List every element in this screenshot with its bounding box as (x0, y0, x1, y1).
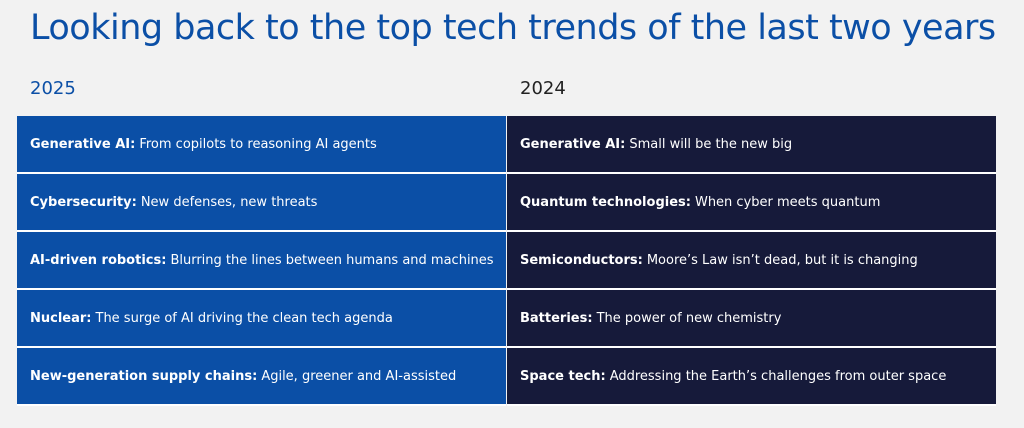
trend-cell: Semiconductors: Moore’s Law isn’t dead, b… (507, 232, 996, 288)
year-heading: 2025 (30, 78, 76, 99)
trend-cell: Space tech: Addressing the Earth’s challe… (507, 348, 996, 404)
trend-cell: Generative AI: From copilots to reasoning… (17, 116, 506, 172)
trend-label: Nuclear: (30, 310, 92, 326)
trend-cell: Batteries: The power of new chemistry (507, 290, 996, 346)
trend-cell: New-generation supply chains: Agile, gree… (17, 348, 506, 404)
trend-column: Generative AI: From copilots to reasoning… (17, 116, 506, 406)
year-heading: 2024 (520, 78, 566, 99)
trend-cell: Generative AI: Small will be the new big (507, 116, 996, 172)
trend-label: New-generation supply chains: (30, 368, 258, 384)
trend-cell: Cybersecurity: New defenses, new threats (17, 174, 506, 230)
trend-label: Cybersecurity: (30, 194, 137, 210)
trend-label: Space tech: (520, 368, 606, 384)
trend-text: From copilots to reasoning AI agents (139, 136, 377, 152)
trend-cell: Quantum technologies: When cyber meets qu… (507, 174, 996, 230)
trend-label: Generative AI: (30, 136, 136, 152)
trend-label: Semiconductors: (520, 252, 643, 268)
trend-text: When cyber meets quantum (694, 194, 881, 210)
title: Looking back to the top tech trends of t… (30, 8, 996, 48)
trend-text: The power of new chemistry (596, 310, 782, 326)
trend-text: The surge of AI driving the clean tech a… (95, 310, 393, 326)
trend-label: Quantum technologies: (520, 194, 691, 210)
trend-cell: AI-driven robotics: Blurring the lines be… (17, 232, 506, 288)
trend-text: Small will be the new big (629, 136, 793, 152)
trend-label: Batteries: (520, 310, 593, 326)
trend-cell: Nuclear: The surge of AI driving the clea… (17, 290, 506, 346)
trend-column: Generative AI: Small will be the new big Q… (507, 116, 996, 406)
trend-label: AI-driven robotics: (30, 252, 167, 268)
trend-text: Addressing the Earth’s challenges from o… (609, 368, 947, 384)
trend-text: Agile, greener and AI-assisted (261, 368, 457, 384)
trend-text: New defenses, new threats (140, 194, 318, 210)
trend-text: Moore’s Law isn’t dead, but it is changi… (646, 252, 918, 268)
trend-label: Generative AI: (520, 136, 626, 152)
trend-text: Blurring the lines between humans and ma… (170, 252, 494, 268)
